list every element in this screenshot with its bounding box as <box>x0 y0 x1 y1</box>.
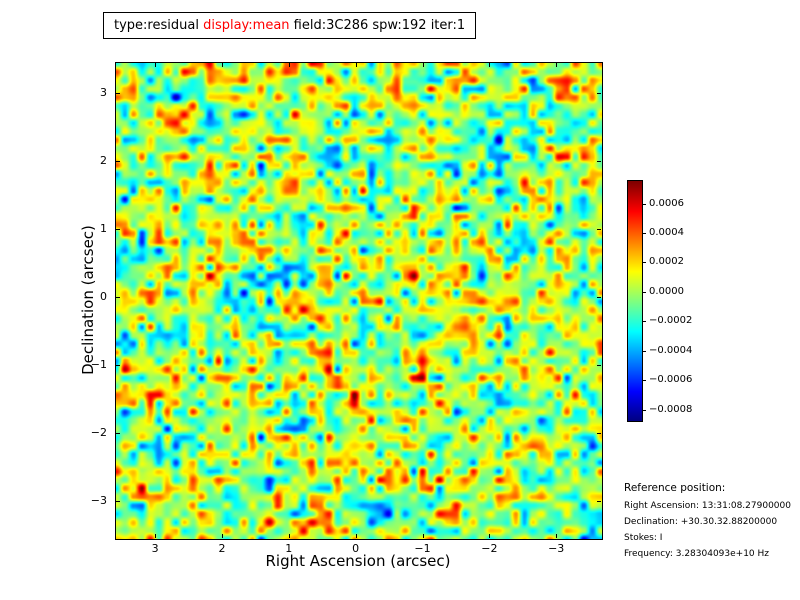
x-tick-mark-bottom <box>355 534 357 538</box>
reference-declination: Declination: +30.30.32.88200000 <box>624 517 778 527</box>
title-segment-0: type:residual <box>114 18 204 33</box>
x-tick-mark-top <box>155 63 157 67</box>
x-tick-mark-bottom <box>221 534 223 538</box>
title-segment-4: iter:1 <box>430 18 466 33</box>
colorbar-tick-label: 0.0006 <box>649 197 684 209</box>
y-tick-label: −3 <box>90 493 107 507</box>
reference-stokes: Stokes: I <box>624 533 663 543</box>
y-tick-mark-right <box>597 364 601 366</box>
y-tick-label: −1 <box>90 357 107 371</box>
title-segment-1: display:mean <box>203 18 294 33</box>
plot-area <box>115 62 603 540</box>
residual-heatmap <box>116 63 602 539</box>
plot-title: type:residual display:mean field:3C286 s… <box>103 12 477 39</box>
y-tick-mark-right <box>597 500 601 502</box>
colorbar-tick-mark <box>642 233 646 234</box>
colorbar-tick-mark <box>642 262 646 264</box>
x-tick-mark-top <box>355 63 357 67</box>
colorbar-tick-label: 0.0000 <box>649 285 684 297</box>
y-tick-mark-left <box>116 432 120 434</box>
x-tick-mark-top <box>221 63 223 67</box>
y-tick-label: −2 <box>90 425 107 439</box>
y-tick-mark-left <box>116 92 120 94</box>
y-tick-mark-right <box>597 92 601 94</box>
x-tick-mark-bottom <box>288 534 290 538</box>
x-tick-mark-bottom <box>422 534 424 538</box>
y-tick-mark-left <box>116 500 120 502</box>
colorbar-tick-label: −0.0008 <box>649 403 693 415</box>
colorbar-gradient <box>628 181 642 421</box>
x-tick-label: 2 <box>218 542 226 555</box>
y-tick-mark-right <box>597 432 601 434</box>
colorbar-tick-label: −0.0006 <box>649 374 693 386</box>
y-tick-mark-right <box>597 228 601 230</box>
y-tick-label: 3 <box>100 85 107 99</box>
reference-frequency: Frequency: 3.28304093e+10 Hz <box>624 549 770 559</box>
colorbar-tick-label: −0.0004 <box>649 344 693 356</box>
x-tick-label: −1 <box>414 542 431 555</box>
colorbar-tick-mark <box>642 409 646 411</box>
x-tick-mark-top <box>288 63 290 67</box>
x-tick-label: 1 <box>285 542 293 555</box>
x-tick-mark-top <box>556 63 558 67</box>
colorbar-tick-label: 0.0002 <box>649 256 684 268</box>
x-tick-label: −3 <box>548 542 565 555</box>
colorbar-tick-label: 0.0004 <box>649 227 684 238</box>
y-tick-label: 1 <box>100 221 107 235</box>
y-tick-mark-left <box>116 296 120 298</box>
colorbar-tick-mark <box>642 203 646 205</box>
colorbar <box>627 180 643 422</box>
colorbar-tick-mark <box>642 350 646 352</box>
x-tick-mark-top <box>489 63 491 67</box>
y-tick-mark-left <box>116 364 120 366</box>
y-tick-label: 2 <box>100 153 107 167</box>
colorbar-tick-label: −0.0002 <box>649 315 693 327</box>
reference-position-block: Reference position: Right Ascension: 13:… <box>624 482 791 565</box>
x-tick-mark-bottom <box>489 534 491 538</box>
colorbar-tick-mark <box>642 291 646 293</box>
x-tick-mark-bottom <box>556 534 558 538</box>
x-tick-label: −2 <box>481 542 498 555</box>
x-tick-label: 0 <box>352 542 360 555</box>
title-segment-3: spw:192 <box>372 18 431 33</box>
y-tick-mark-right <box>597 160 601 162</box>
title-segment-2: field:3C286 <box>293 18 373 33</box>
colorbar-tick-mark <box>642 321 646 323</box>
x-axis-label: Right Ascension (arcsec) <box>265 552 451 570</box>
y-tick-mark-right <box>597 296 601 298</box>
x-tick-label: 3 <box>151 542 159 555</box>
x-tick-mark-top <box>422 63 424 67</box>
reference-right-ascension: Right Ascension: 13:31:08.27900000 <box>624 501 791 511</box>
reference-heading: Reference position: <box>624 482 726 494</box>
y-tick-mark-left <box>116 160 120 162</box>
y-tick-mark-left <box>116 228 120 230</box>
colorbar-tick-mark <box>642 380 646 382</box>
y-tick-label: 0 <box>100 289 107 303</box>
x-tick-mark-bottom <box>155 534 157 538</box>
